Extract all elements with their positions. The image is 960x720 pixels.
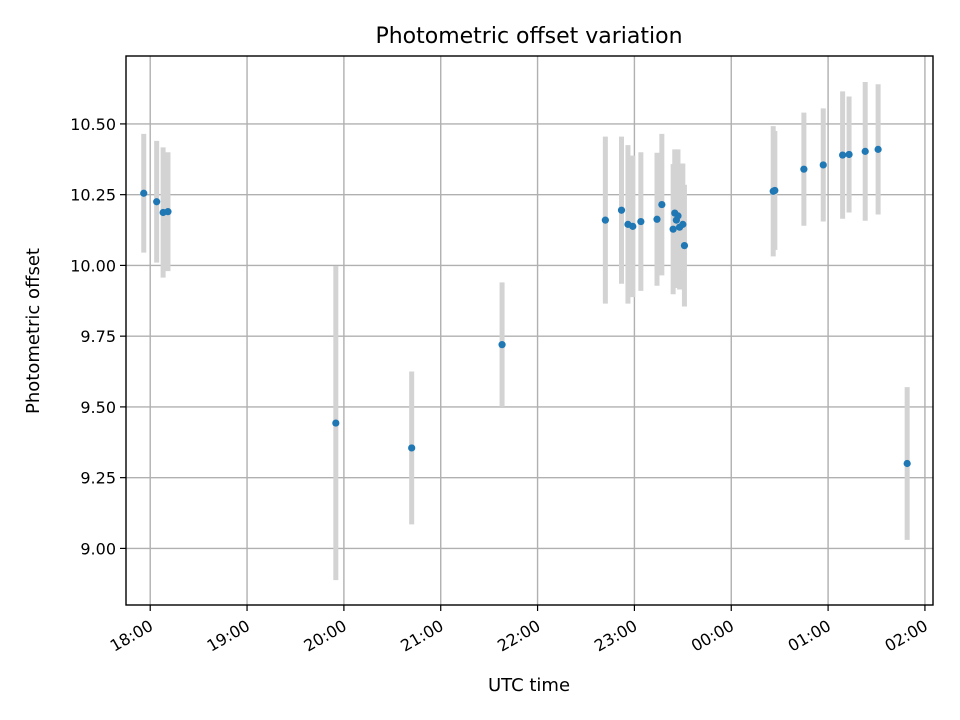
data-point (800, 165, 808, 173)
y-tick-label: 9.75 (80, 327, 116, 346)
data-point (601, 216, 609, 224)
y-tick-label: 9.25 (80, 469, 116, 488)
data-point (164, 208, 172, 216)
data-point (674, 212, 682, 220)
chart-title: Photometric offset variation (375, 24, 682, 49)
data-point (771, 186, 779, 195)
data-point (669, 225, 677, 233)
data-point (637, 217, 645, 226)
data-point (408, 444, 416, 452)
y-tick-label: 10.25 (70, 186, 116, 205)
y-tick-label: 10.50 (70, 115, 116, 134)
data-point (680, 242, 689, 250)
data-point (861, 147, 869, 155)
data-point (679, 220, 687, 228)
data-point (845, 150, 853, 159)
y-axis-label: Photometric offset (23, 248, 44, 414)
data-point (839, 151, 847, 159)
y-tick-label: 9.50 (80, 398, 116, 417)
data-point (819, 161, 827, 169)
plot-frame (125, 55, 934, 606)
grid-layer (126, 56, 933, 605)
y-tick-label: 10.00 (70, 256, 116, 275)
data-point (903, 459, 911, 468)
data-point (153, 198, 161, 206)
data-point (629, 222, 637, 230)
data-point (140, 189, 148, 197)
data-point (658, 200, 666, 209)
data-point (498, 341, 506, 349)
data-point (653, 215, 661, 223)
y-tick-label: 9.00 (80, 539, 116, 558)
marker-layer (140, 145, 911, 468)
x-axis-label: UTC time (488, 675, 570, 696)
data-point (874, 145, 882, 153)
data-point (617, 206, 626, 214)
data-point (332, 419, 340, 427)
